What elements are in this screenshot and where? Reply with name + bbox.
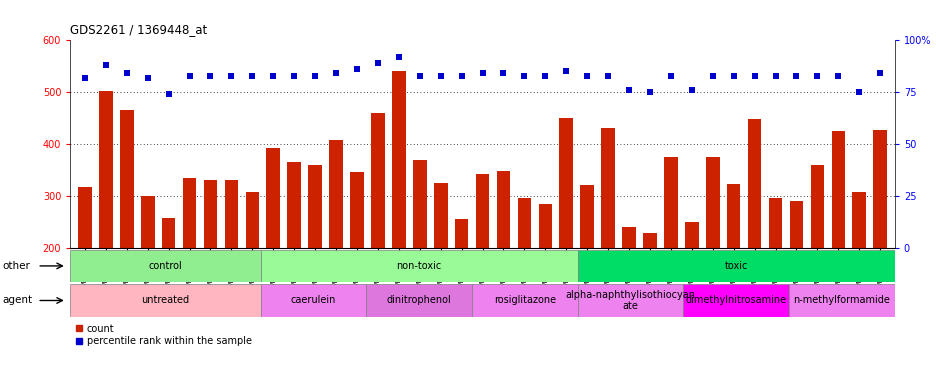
Text: dimethylnitrosamine: dimethylnitrosamine <box>685 295 786 306</box>
Bar <box>366 284 472 317</box>
Bar <box>454 218 468 351</box>
Bar <box>852 192 865 351</box>
Bar <box>559 118 573 351</box>
Bar <box>203 180 217 351</box>
Bar <box>140 196 154 351</box>
Bar <box>266 147 280 351</box>
Bar <box>70 250 260 282</box>
Bar <box>601 128 614 351</box>
Bar <box>308 165 322 351</box>
Bar <box>391 71 405 351</box>
Bar <box>684 222 698 351</box>
Text: agent: agent <box>3 295 33 306</box>
Bar <box>433 183 447 351</box>
Bar <box>329 141 343 351</box>
Bar <box>705 157 719 351</box>
Bar <box>162 218 175 351</box>
Bar <box>517 199 531 351</box>
Bar <box>78 187 92 351</box>
Legend: count, percentile rank within the sample: count, percentile rank within the sample <box>75 324 252 346</box>
Text: non-toxic: non-toxic <box>396 261 441 271</box>
Bar <box>788 284 894 317</box>
Bar <box>726 184 739 351</box>
Bar <box>225 180 238 351</box>
Bar <box>622 227 636 351</box>
Bar <box>538 204 551 351</box>
Text: GDS2261 / 1369448_at: GDS2261 / 1369448_at <box>70 23 207 36</box>
Bar <box>472 284 578 317</box>
Text: untreated: untreated <box>141 295 189 306</box>
Bar <box>260 250 578 282</box>
Bar <box>872 130 886 351</box>
Text: n-methylformamide: n-methylformamide <box>793 295 889 306</box>
Bar <box>642 233 656 351</box>
Bar <box>260 284 366 317</box>
Bar <box>830 131 844 351</box>
Text: caerulein: caerulein <box>290 295 336 306</box>
Bar <box>578 250 894 282</box>
Bar <box>183 178 197 351</box>
Text: other: other <box>3 261 31 271</box>
Bar <box>664 157 677 351</box>
Text: toxic: toxic <box>724 261 747 271</box>
Bar <box>371 113 385 351</box>
Bar <box>287 162 300 351</box>
Bar <box>70 284 260 317</box>
Text: rosiglitazone: rosiglitazone <box>493 295 555 306</box>
Bar <box>682 284 788 317</box>
Bar <box>99 91 112 351</box>
Bar <box>350 172 363 351</box>
Bar <box>120 110 134 351</box>
Text: alpha-naphthylisothiocyan
ate: alpha-naphthylisothiocyan ate <box>565 290 695 311</box>
Bar <box>768 199 782 351</box>
Bar <box>579 185 593 351</box>
Bar <box>475 174 489 351</box>
Bar <box>810 165 824 351</box>
Bar <box>413 160 426 351</box>
Bar <box>496 171 510 351</box>
Text: control: control <box>149 261 183 271</box>
Text: dinitrophenol: dinitrophenol <box>387 295 451 306</box>
Bar <box>245 192 259 351</box>
Bar <box>789 201 802 351</box>
Bar <box>747 119 761 351</box>
Bar <box>578 284 682 317</box>
